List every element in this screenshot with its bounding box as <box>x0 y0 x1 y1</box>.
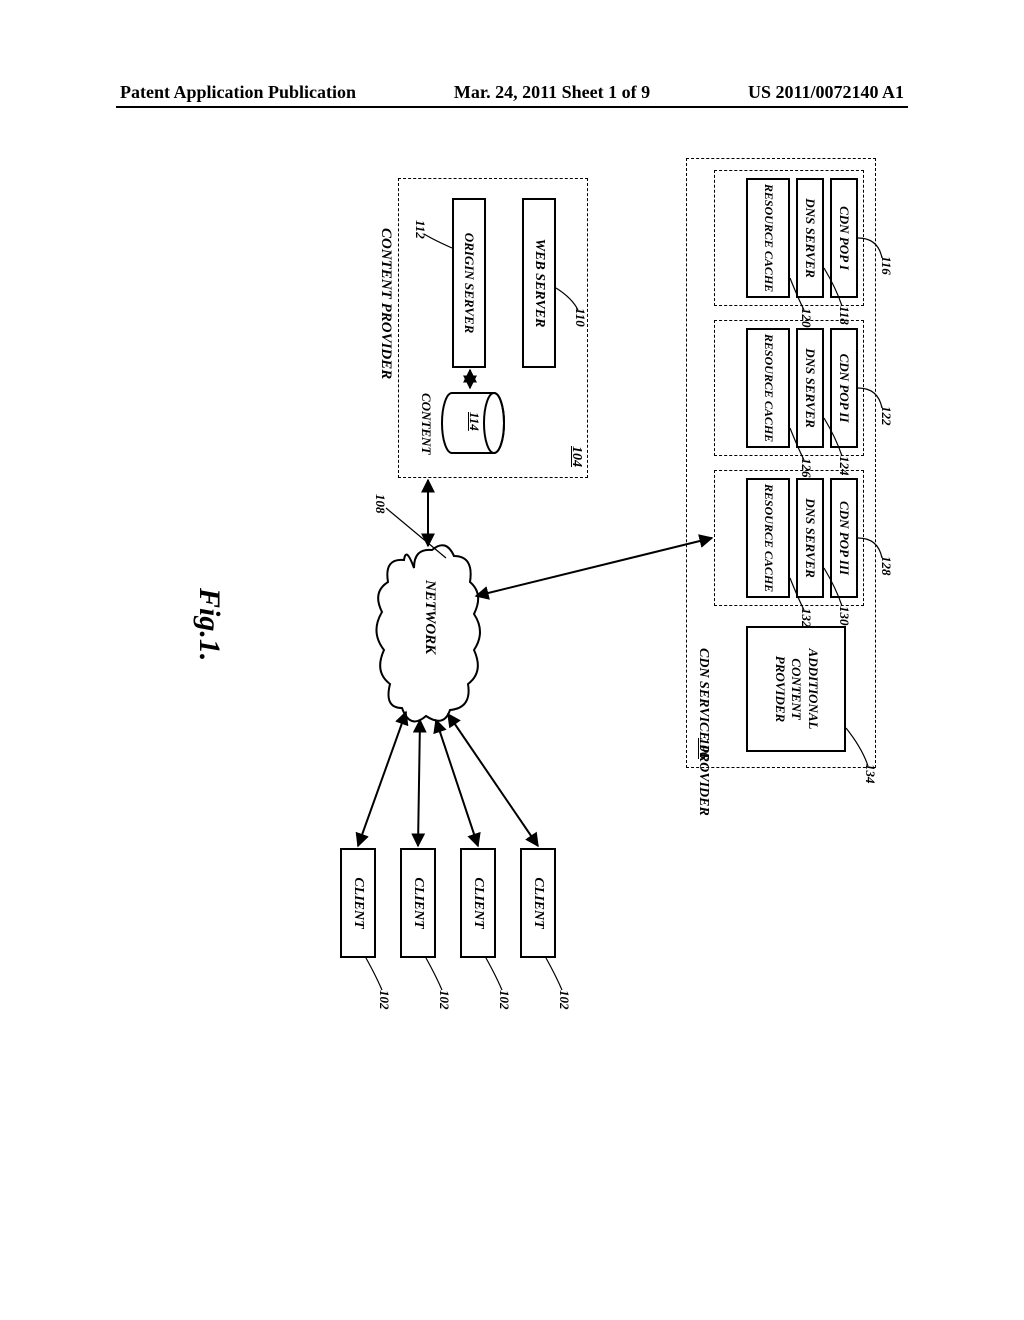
cdn-pop-1-title: CDN POP I <box>830 178 858 298</box>
web-server: WEB SERVER <box>522 198 556 368</box>
ref-108: 108 <box>372 494 388 514</box>
header-rule <box>116 106 908 108</box>
header-left: Patent Application Publication <box>120 82 356 103</box>
cdn-pop-3-title: CDN POP III <box>830 478 858 598</box>
ref-132: 132 <box>798 608 814 628</box>
ref-122: 122 <box>878 406 894 426</box>
client-2: CLIENT <box>460 848 496 958</box>
ref-116: 116 <box>878 256 894 275</box>
ref-112: 112 <box>412 220 428 239</box>
diagram-canvas: CDN SERVICE PROVIDER 106 CDN POP I DNS S… <box>138 148 886 1128</box>
cdn-pop-1-dns: DNS SERVER <box>796 178 824 298</box>
ref-110: 110 <box>572 308 588 327</box>
content-db-ref: 114 <box>466 412 482 431</box>
additional-content-provider: ADDITIONAL CONTENT PROVIDER <box>746 626 846 752</box>
client-4: CLIENT <box>340 848 376 958</box>
figure-1-diagram: CDN SERVICE PROVIDER 106 CDN POP I DNS S… <box>22 264 1002 1012</box>
cdn-pop-1-cache: RESOURCE CACHE <box>746 178 790 298</box>
ref-130: 130 <box>836 606 852 626</box>
content-db-label: CONTENT <box>418 393 434 454</box>
ref-102-c: 102 <box>436 990 452 1010</box>
header-center: Mar. 24, 2011 Sheet 1 of 9 <box>454 82 650 103</box>
content-provider-label: CONTENT PROVIDER <box>377 228 394 379</box>
content-provider-ref: 104 <box>568 446 584 467</box>
origin-server: ORIGIN SERVER <box>452 198 486 368</box>
ref-124: 124 <box>836 456 852 476</box>
cdn-ref: 106 <box>695 738 711 759</box>
cdn-pop-2-title: CDN POP II <box>830 328 858 448</box>
ref-102-b: 102 <box>496 990 512 1010</box>
page-header: Patent Application Publication Mar. 24, … <box>0 82 1024 103</box>
ref-134: 134 <box>862 764 878 784</box>
cdn-pop-2-cache: RESOURCE CACHE <box>746 328 790 448</box>
cdn-label: CDN SERVICE PROVIDER <box>695 648 711 816</box>
network-label: NETWORK <box>421 580 438 654</box>
header-right: US 2011/0072140 A1 <box>748 82 904 103</box>
ref-118: 118 <box>836 306 852 325</box>
cdn-pop-2-dns: DNS SERVER <box>796 328 824 448</box>
ref-126: 126 <box>798 458 814 478</box>
cdn-pop-3-cache: RESOURCE CACHE <box>746 478 790 598</box>
ref-102-d: 102 <box>376 990 392 1010</box>
client-1: CLIENT <box>520 848 556 958</box>
cdn-pop-3-dns: DNS SERVER <box>796 478 824 598</box>
figure-label: Fig.1. <box>192 588 226 661</box>
client-3: CLIENT <box>400 848 436 958</box>
ref-128: 128 <box>878 556 894 576</box>
ref-102-a: 102 <box>556 990 572 1010</box>
ref-120: 120 <box>798 308 814 328</box>
